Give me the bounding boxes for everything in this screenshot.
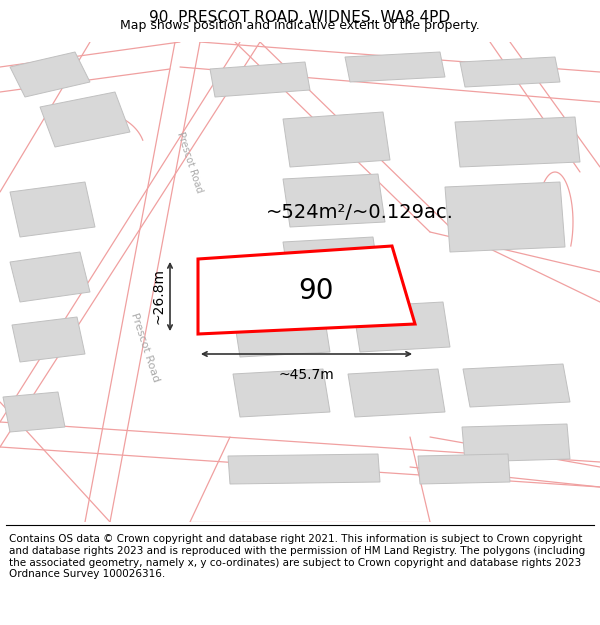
Polygon shape (10, 182, 95, 237)
Polygon shape (198, 246, 415, 334)
Text: 90: 90 (298, 277, 334, 305)
Text: Contains OS data © Crown copyright and database right 2021. This information is : Contains OS data © Crown copyright and d… (9, 534, 585, 579)
Polygon shape (418, 454, 510, 484)
Polygon shape (283, 112, 390, 167)
Polygon shape (40, 92, 130, 147)
Text: 90, PRESCOT ROAD, WIDNES, WA8 4PD: 90, PRESCOT ROAD, WIDNES, WA8 4PD (149, 11, 451, 26)
Text: ~45.7m: ~45.7m (278, 368, 334, 382)
Polygon shape (455, 117, 580, 167)
Polygon shape (233, 307, 330, 357)
Text: ~26.8m: ~26.8m (151, 269, 165, 324)
Polygon shape (345, 52, 445, 82)
Polygon shape (10, 52, 90, 97)
Polygon shape (445, 182, 565, 252)
Polygon shape (462, 424, 570, 462)
Polygon shape (10, 252, 90, 302)
Polygon shape (460, 57, 560, 87)
Polygon shape (348, 369, 445, 417)
Polygon shape (283, 174, 385, 227)
Polygon shape (210, 62, 310, 97)
Text: Prescot Road: Prescot Road (129, 311, 161, 383)
Text: Map shows position and indicative extent of the property.: Map shows position and indicative extent… (120, 19, 480, 31)
Polygon shape (233, 369, 330, 417)
Text: Prescot Road: Prescot Road (175, 130, 205, 194)
Text: ~524m²/~0.129ac.: ~524m²/~0.129ac. (266, 202, 454, 221)
Polygon shape (3, 392, 65, 432)
Polygon shape (283, 237, 380, 290)
Polygon shape (228, 454, 380, 484)
Polygon shape (353, 302, 450, 352)
Polygon shape (12, 317, 85, 362)
Polygon shape (463, 364, 570, 407)
